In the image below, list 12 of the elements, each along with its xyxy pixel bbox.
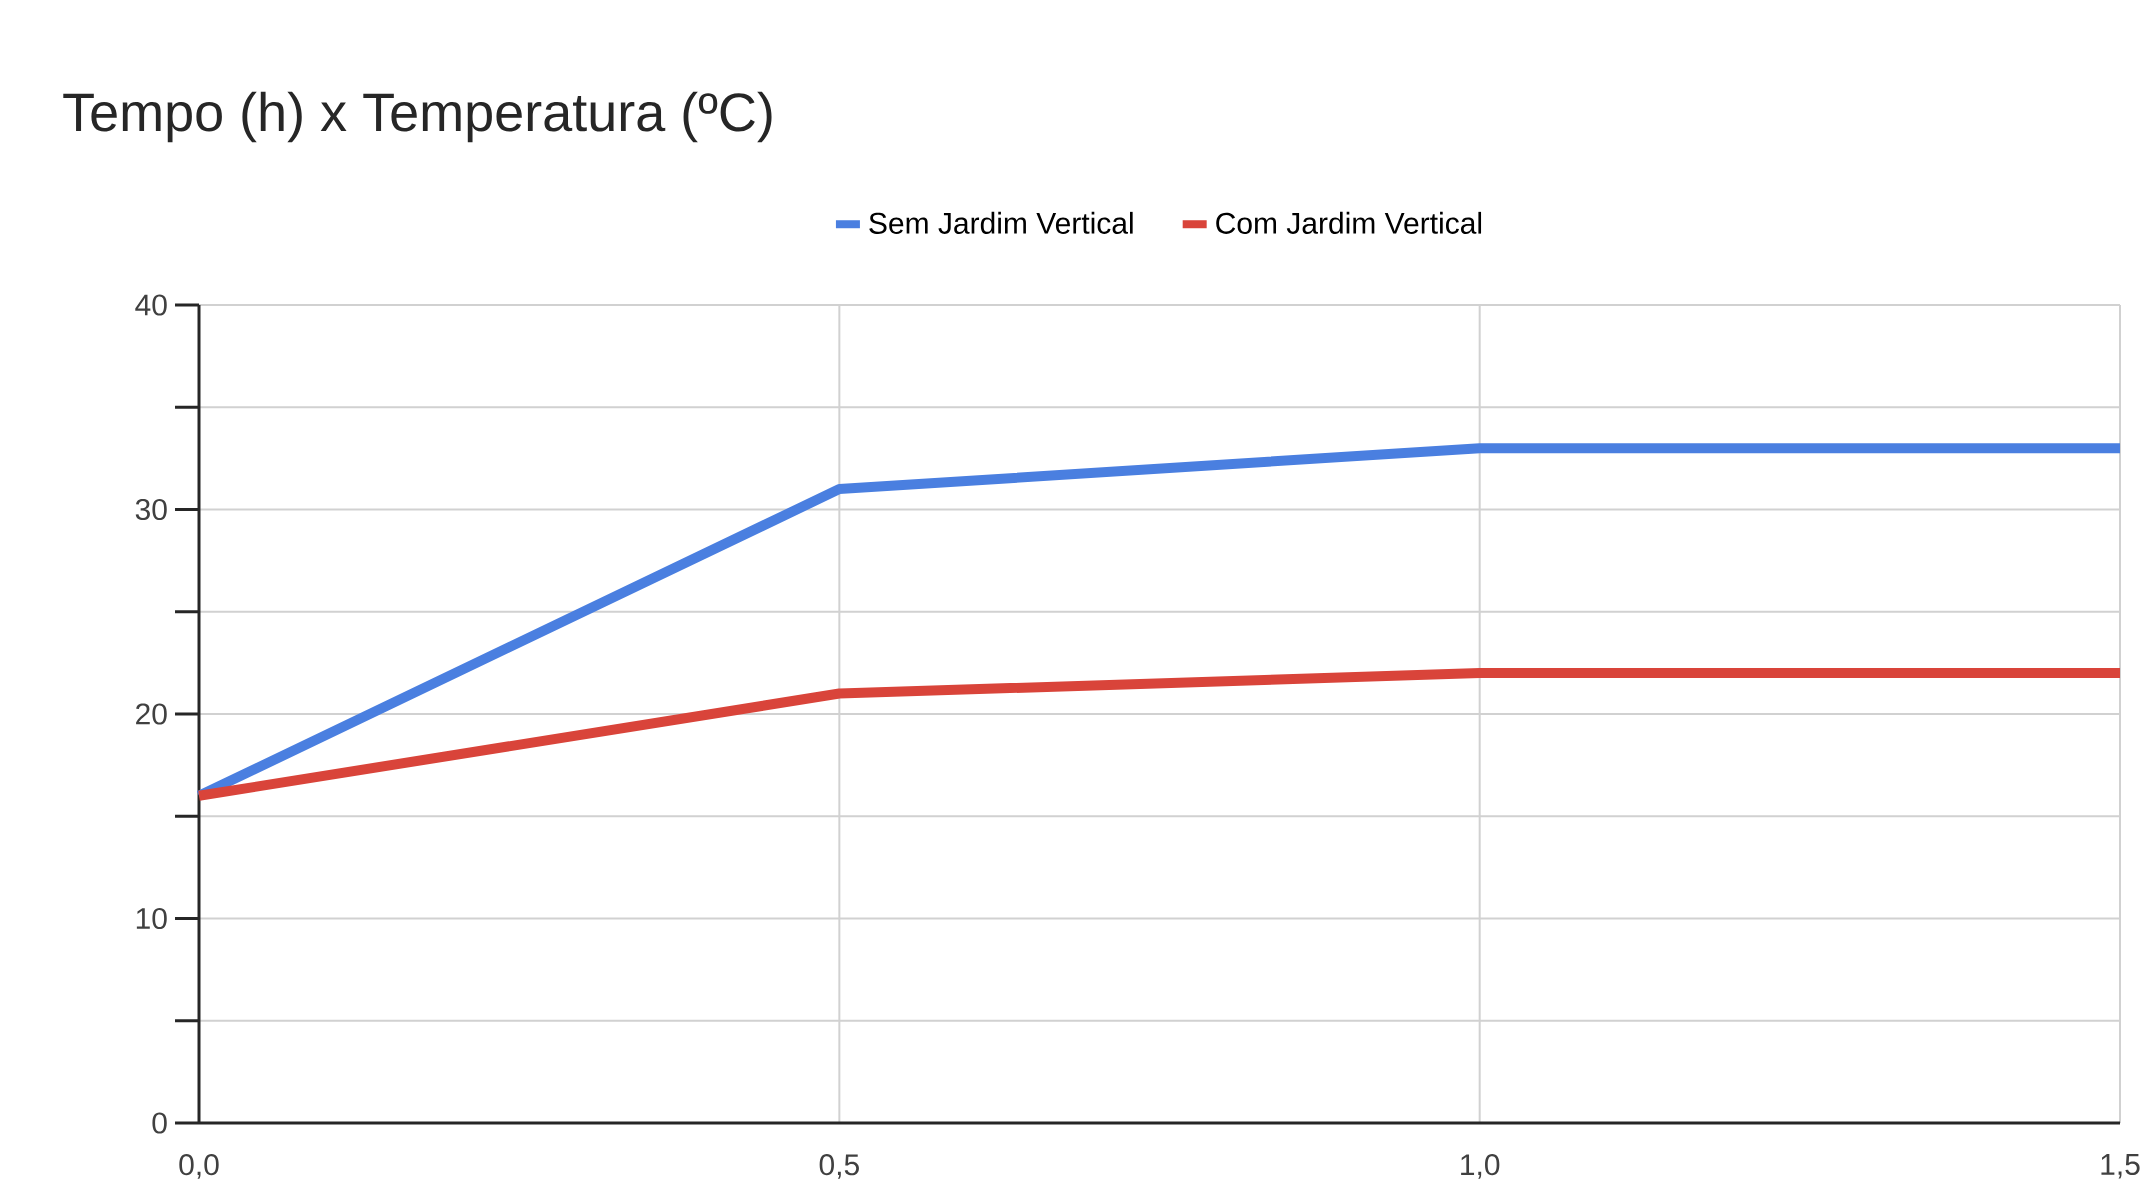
y-tick-label: 0 (152, 1112, 167, 1134)
x-tick-label: 1,5 (2101, 1154, 2140, 1179)
x-tick-label: 0,5 (819, 1154, 859, 1179)
x-tick-label: 0,0 (179, 1154, 219, 1179)
legend-label: Sem Jardim Vertical (869, 211, 1133, 234)
x-tick-label: 1,0 (1461, 1154, 1500, 1179)
y-tick-label: 10 (136, 907, 167, 930)
chart-title: Tempo (h) x Temperatura (ºC) (63, 91, 772, 143)
y-tick-label: 30 (135, 498, 167, 521)
y-tick-label: 40 (135, 294, 167, 316)
y-tick-label: 20 (136, 703, 167, 725)
legend-label: Com Jardim Vertical (1216, 211, 1482, 234)
